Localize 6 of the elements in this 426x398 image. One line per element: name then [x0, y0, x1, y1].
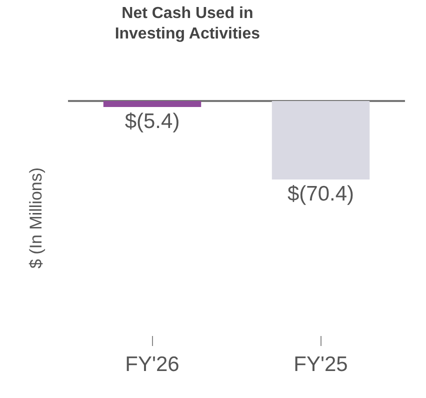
x-tick-label: FY'26 — [125, 353, 180, 376]
y-axis-title: $ (In Millions) — [26, 167, 46, 269]
x-tick-label: FY'25 — [294, 353, 348, 376]
chart-title: Net Cash Used in Investing Activities — [114, 4, 260, 43]
data-label: $(5.4) — [124, 110, 180, 134]
data-label: $(70.4) — [287, 182, 354, 206]
